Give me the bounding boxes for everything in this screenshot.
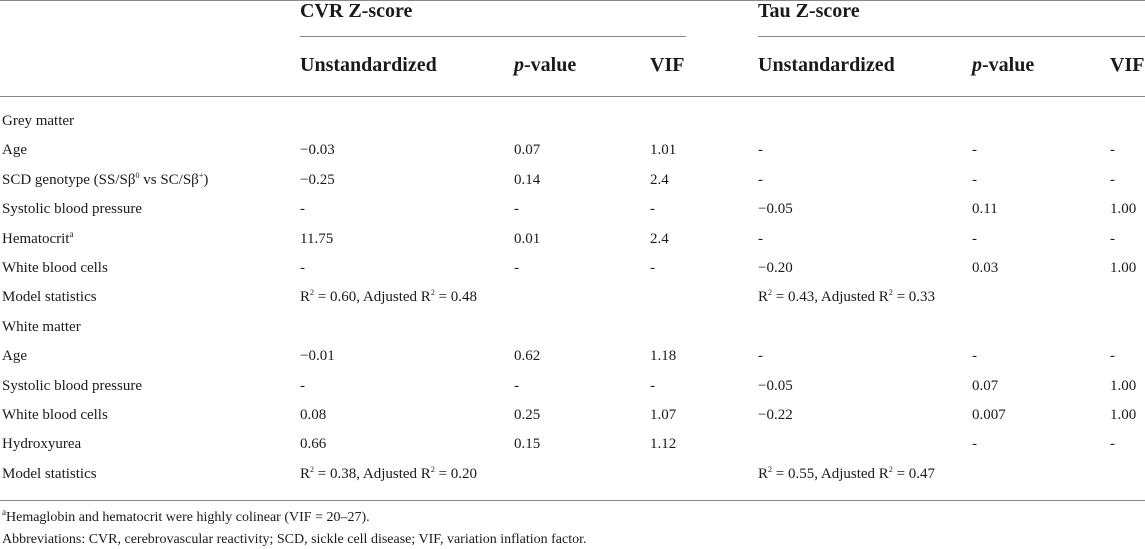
table-cell: - bbox=[514, 377, 519, 394]
row-label: SCD genotype (SS/Sβ0 vs SC/Sβ+) bbox=[2, 170, 209, 188]
table-cell: −0.05 bbox=[758, 377, 793, 394]
table-cell: - bbox=[650, 377, 655, 394]
table-cell: 2.4 bbox=[650, 230, 669, 247]
model-statistics: R2 = 0.43, Adjusted R2 = 0.33 bbox=[758, 288, 936, 306]
table-cell: 2.4 bbox=[650, 171, 669, 188]
table-cell: - bbox=[1110, 171, 1115, 188]
model-statistics: R2 = 0.60, Adjusted R2 = 0.48 bbox=[300, 288, 478, 306]
row-label: Model statistics bbox=[2, 289, 97, 306]
column-header: VIF bbox=[650, 54, 685, 76]
table-cell: - bbox=[300, 201, 305, 218]
table-cell: 0.14 bbox=[514, 171, 541, 188]
table-cell: 0.08 bbox=[300, 407, 327, 423]
table-cell: −0.01 bbox=[300, 348, 335, 365]
table-cell: 1.18 bbox=[650, 348, 677, 365]
row-label: White blood cells bbox=[2, 407, 108, 423]
table-cell: 1.01 bbox=[650, 142, 677, 159]
group-header: CVR Z-score bbox=[300, 0, 413, 22]
table-cell: 0.03 bbox=[972, 260, 999, 276]
table-cell: 0.66 bbox=[300, 436, 327, 453]
table-cell: - bbox=[972, 436, 977, 453]
table-cell: - bbox=[650, 260, 655, 276]
row-label: Systolic blood pressure bbox=[2, 377, 142, 394]
table-cell: - bbox=[514, 201, 519, 218]
table-cell: 1.12 bbox=[650, 436, 677, 453]
table-cell: 1.00 bbox=[1110, 260, 1137, 276]
table-cell: −0.22 bbox=[758, 407, 793, 423]
table-cell: - bbox=[1110, 230, 1115, 247]
footnote: aHemaglobin and hematocrit were highly c… bbox=[2, 507, 370, 526]
model-statistics: R2 = 0.38, Adjusted R2 = 0.20 bbox=[300, 464, 478, 482]
table-cell: 1.00 bbox=[1110, 201, 1137, 218]
table-cell: 0.007 bbox=[972, 407, 1006, 423]
header-rule bbox=[0, 96, 1145, 97]
model-statistics: R2 = 0.55, Adjusted R2 = 0.47 bbox=[758, 464, 936, 482]
row-label: Systolic blood pressure bbox=[2, 201, 142, 218]
table-cell: - bbox=[972, 348, 977, 365]
table-cell: 0.07 bbox=[514, 142, 541, 159]
bottom-rule bbox=[0, 500, 1145, 501]
table-cell: - bbox=[514, 260, 519, 276]
table-cell: 0.15 bbox=[514, 436, 541, 453]
table-cell: 0.11 bbox=[972, 201, 998, 218]
column-header: Unstandardized bbox=[758, 54, 895, 76]
group-rule-tau bbox=[758, 36, 1145, 37]
row-label: White blood cells bbox=[2, 260, 108, 276]
table-cell: −0.03 bbox=[300, 142, 335, 159]
row-label: Model statistics bbox=[2, 465, 97, 482]
table-cell: −0.05 bbox=[758, 201, 793, 218]
table-cell: 1.00 bbox=[1110, 407, 1137, 423]
column-header: Unstandardized bbox=[300, 54, 437, 76]
table-cell: - bbox=[1110, 142, 1115, 159]
table-cell: - bbox=[1110, 348, 1115, 365]
table-cell: - bbox=[972, 171, 977, 188]
table-cell: −0.25 bbox=[300, 171, 335, 188]
table-cell: 0.62 bbox=[514, 348, 541, 365]
table-cell: - bbox=[972, 230, 977, 247]
table-cell: 1.00 bbox=[1110, 377, 1137, 394]
table-cell: - bbox=[758, 348, 763, 365]
table-cell: - bbox=[972, 142, 977, 159]
row-label: Age bbox=[2, 348, 27, 365]
column-header: VIF bbox=[1110, 54, 1145, 76]
column-header: p-value bbox=[972, 54, 1035, 76]
table-cell: 0.07 bbox=[972, 377, 999, 394]
group-header: Tau Z-score bbox=[758, 0, 860, 22]
table-cell: - bbox=[300, 377, 305, 394]
section-label: White matter bbox=[2, 318, 81, 335]
row-label: Hydroxyurea bbox=[2, 436, 82, 453]
table-cell: - bbox=[300, 260, 305, 276]
top-rule bbox=[0, 0, 1145, 1]
table-cell: - bbox=[758, 230, 763, 247]
footnote: Abbreviations: CVR, cerebrovascular reac… bbox=[2, 532, 587, 547]
table-cell: 11.75 bbox=[300, 230, 334, 247]
table-cell: 0.25 bbox=[514, 407, 541, 423]
table-cell: 0.01 bbox=[514, 230, 541, 247]
row-label: Hematocrita bbox=[2, 228, 74, 247]
table-cell: 1.07 bbox=[650, 407, 677, 423]
table-cell: −0.20 bbox=[758, 260, 793, 276]
column-header: p-value bbox=[514, 54, 577, 76]
group-rule-cvr bbox=[300, 36, 686, 37]
row-label: Age bbox=[2, 142, 27, 159]
table-cell: - bbox=[1110, 436, 1115, 453]
table-cell: - bbox=[758, 171, 763, 188]
table-cell: - bbox=[650, 201, 655, 218]
table-cell: - bbox=[758, 142, 763, 159]
section-label: Grey matter bbox=[2, 113, 75, 129]
